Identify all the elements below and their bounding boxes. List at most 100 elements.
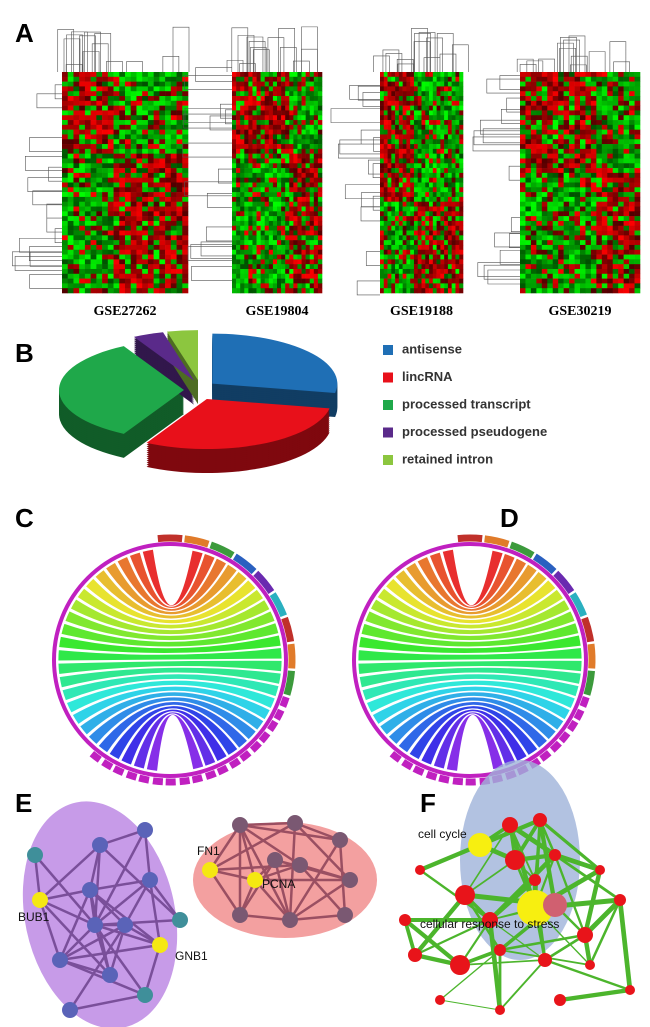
heatmap-cell (119, 192, 126, 198)
heatmap-cell (558, 249, 564, 255)
node (117, 917, 133, 933)
heatmap-cell (317, 86, 323, 92)
heatmap-cell (536, 182, 543, 188)
heatmap-cell (429, 206, 434, 212)
heatmap-cell (301, 91, 306, 97)
edge (59, 943, 161, 962)
heatmap-cell (425, 182, 430, 188)
heatmap-cell (182, 168, 189, 174)
heatmap-cell (153, 216, 160, 222)
heatmap-cell (525, 249, 532, 255)
heatmap-cell (297, 120, 302, 126)
heatmap-cell (309, 120, 315, 126)
heatmap-cell (176, 153, 183, 159)
heatmap-cell (417, 225, 422, 231)
heatmap-cell (406, 244, 411, 251)
heatmap-cell (313, 196, 319, 203)
chord-outer-segment (137, 774, 164, 786)
heatmap-cell (558, 100, 564, 106)
heatmap-cell (62, 220, 69, 227)
heatmap-cell (574, 96, 581, 102)
heatmap-cell (301, 182, 306, 188)
heatmap-cell (159, 283, 166, 289)
heatmap-cell (596, 268, 603, 275)
heatmap-cell (277, 76, 282, 82)
heatmap-cell (541, 216, 548, 222)
heatmap-cell (429, 96, 434, 102)
heatmap-cell (297, 220, 302, 227)
node (287, 815, 303, 831)
heatmap-cell (182, 235, 189, 241)
heatmap-cell (618, 225, 624, 231)
panel-letter: B (15, 338, 34, 368)
heatmap-cell (432, 96, 437, 102)
heatmap-cell (107, 124, 114, 130)
heatmap-cell (256, 244, 261, 251)
edge (39, 899, 111, 976)
heatmap-cell (596, 158, 603, 164)
heatmap-cell (79, 120, 86, 126)
heatmap-cell (165, 86, 172, 92)
heatmap-cell (425, 259, 430, 265)
heatmap-cell (380, 206, 385, 212)
heatmap-cell (260, 110, 266, 116)
heatmap-cell (102, 153, 109, 159)
heatmap-cell (142, 288, 149, 294)
heatmap-cell (62, 163, 69, 169)
heatmap-cell (398, 96, 403, 102)
heatmap-cell (596, 177, 603, 183)
heatmap-cell (580, 254, 586, 260)
edge (123, 879, 152, 926)
heatmap-cell (413, 81, 419, 87)
heatmap-cell (391, 187, 396, 193)
heatmap-cell (102, 72, 109, 78)
edge (588, 899, 622, 966)
heatmap-cell (558, 129, 564, 135)
heatmap-cell (67, 288, 74, 294)
heatmap-cell (563, 283, 570, 289)
heatmap-cell (536, 168, 543, 174)
heatmap-cell (432, 100, 437, 106)
heatmap-cell (455, 91, 460, 97)
heatmap-cell (410, 278, 415, 284)
heatmap-cell (451, 230, 456, 236)
heatmap-cell (380, 264, 385, 270)
heatmap-cell (90, 72, 97, 78)
heatmap-cell (585, 264, 592, 270)
heatmap-cell (305, 249, 311, 255)
heatmap-cell (406, 283, 411, 289)
heatmap-cell (421, 153, 426, 159)
heatmap-cell (421, 240, 426, 246)
heatmap-cell (244, 283, 249, 289)
heatmap-cell (634, 168, 641, 174)
heatmap-cell (272, 182, 278, 188)
heatmap-cell (96, 220, 103, 227)
heatmap-cell (618, 220, 624, 227)
heatmap-cell (623, 288, 630, 294)
chord (64, 610, 276, 641)
heatmap-cell (398, 249, 403, 255)
chord-outer-segment (581, 616, 595, 643)
heatmap-cell (417, 91, 422, 97)
heatmap-cell (297, 134, 302, 140)
heatmap-cell (293, 273, 298, 279)
heatmap-cell (232, 288, 237, 294)
heatmap-cell (260, 192, 266, 198)
heatmap-cell (113, 182, 120, 188)
heatmap-cell (413, 220, 419, 227)
heatmap-cell (176, 115, 183, 121)
heatmap-cell (432, 225, 437, 231)
heatmap-cell (260, 163, 266, 169)
heatmap-cell (590, 244, 597, 251)
heatmap-cell (585, 129, 592, 135)
heatmap-cell (629, 254, 635, 260)
heatmap-cell (260, 206, 266, 212)
heatmap-cell (73, 273, 80, 279)
heatmap-cell (525, 124, 532, 130)
heatmap-cell (84, 86, 91, 92)
heatmap-cell (629, 76, 635, 82)
heatmap-cell (455, 177, 460, 183)
heatmap-cell (590, 259, 597, 265)
heatmap-cell (607, 148, 614, 154)
heatmap-cell (90, 288, 97, 294)
